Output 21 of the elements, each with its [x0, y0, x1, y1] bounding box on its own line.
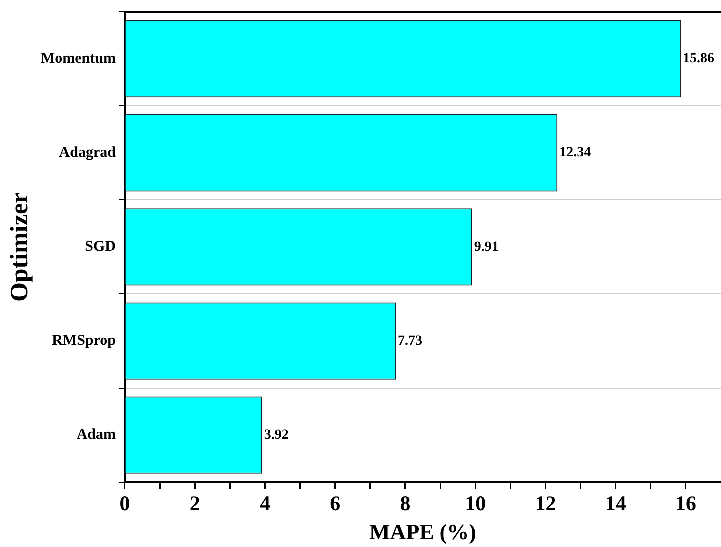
x-tick-label: 14	[605, 491, 627, 516]
x-tick-label: 4	[260, 491, 271, 516]
x-tick-label: 16	[675, 491, 696, 516]
x-tick-label: 2	[190, 491, 200, 516]
x-tick-label: 6	[330, 491, 341, 516]
y-axis-title: Optimizer	[6, 192, 34, 302]
data-label: 7.73	[398, 334, 422, 349]
data-label: 9.91	[474, 240, 499, 255]
y-tick-label: Adam	[76, 427, 116, 444]
y-tick-label: RMSprop	[52, 333, 116, 350]
x-tick-label: 0	[120, 491, 130, 516]
y-tick-label: Adagrad	[59, 144, 117, 161]
data-label: 12.34	[560, 146, 592, 161]
data-label: 15.86	[683, 52, 715, 67]
y-tick-label: Momentum	[40, 50, 116, 67]
y-tick-label: SGD	[85, 239, 116, 256]
x-tick-label: 10	[465, 491, 486, 516]
x-tick-label: 12	[535, 491, 556, 516]
data-label: 3.92	[264, 428, 289, 443]
x-axis-title: MAPE (%)	[370, 519, 476, 544]
x-tick-label: 8	[400, 491, 411, 516]
